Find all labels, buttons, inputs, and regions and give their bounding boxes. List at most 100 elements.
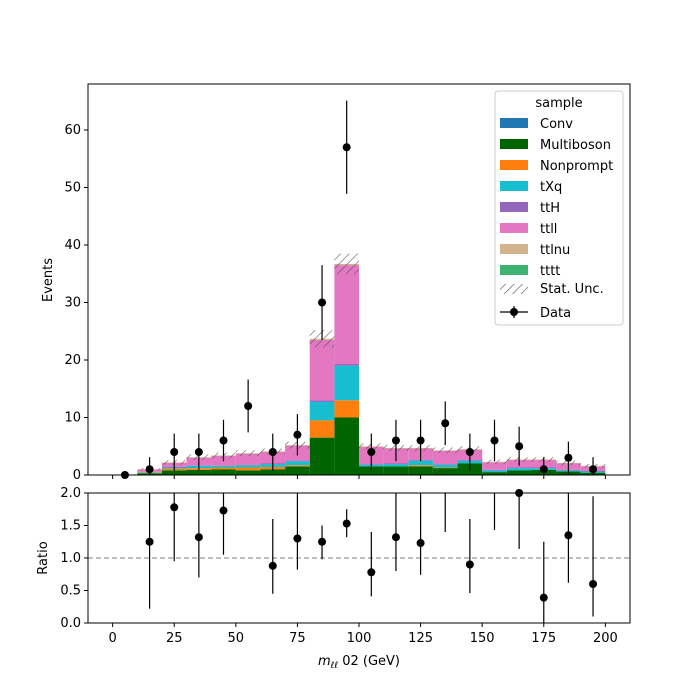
legend-label-tth: ttH bbox=[540, 201, 560, 216]
xtick-label-75: 75 bbox=[289, 631, 306, 646]
bar-tth-16 bbox=[506, 467, 532, 469]
ratio-point-8 bbox=[367, 568, 376, 577]
legend-swatch-tttt bbox=[500, 265, 528, 275]
xtick-label-200: 200 bbox=[593, 631, 618, 646]
bar-tth-15 bbox=[482, 469, 507, 471]
data-point-4 bbox=[219, 436, 228, 445]
legend-label-multiboson: Multiboson bbox=[540, 138, 611, 153]
x-axis-label-var: m bbox=[318, 654, 331, 669]
legend-title: sample bbox=[535, 96, 582, 111]
ratio-points bbox=[145, 489, 598, 623]
data-point-18 bbox=[564, 453, 573, 462]
legend-swatch-txq bbox=[500, 181, 528, 191]
bar-nonprompt-12 bbox=[408, 465, 433, 467]
bar-multiboson-7 bbox=[285, 466, 310, 475]
ratio-point-17 bbox=[589, 580, 598, 588]
legend-stat-unc-swatch bbox=[500, 284, 528, 294]
bar-ttll-9 bbox=[334, 265, 359, 365]
ratio-y-axis-label: Ratio bbox=[36, 541, 51, 574]
main-ytick-label-30: 30 bbox=[64, 296, 81, 311]
legend[interactable]: sample Conv Multiboson Nonprompt tXq ttH ttll… bbox=[494, 90, 624, 326]
bar-multiboson-11 bbox=[383, 466, 409, 475]
legend-label-tttt: tttt bbox=[540, 264, 560, 279]
main-ytick-label-20: 20 bbox=[64, 353, 81, 368]
data-point-5 bbox=[244, 402, 253, 410]
ratio-ytick-label-2: 2.0 bbox=[60, 486, 81, 501]
data-point-1 bbox=[145, 465, 154, 474]
bar-multiboson-5 bbox=[235, 470, 261, 475]
data-point-11 bbox=[391, 436, 400, 445]
stat-unc-9 bbox=[334, 253, 359, 275]
data-point-14 bbox=[465, 448, 474, 456]
legend-label-ttll: ttll bbox=[540, 222, 557, 237]
bar-multiboson-12 bbox=[408, 466, 433, 475]
data-point-15 bbox=[490, 436, 499, 445]
bar-multiboson-9 bbox=[334, 417, 359, 475]
data-point-13 bbox=[441, 419, 450, 428]
bar-nonprompt-5 bbox=[235, 467, 261, 471]
ratio-y-axis: 0.0 0.5 1.0 1.5 2.0 bbox=[60, 486, 88, 631]
main-ytick-label-10: 10 bbox=[64, 411, 81, 426]
x-axis-label: mℓℓ 02 (GeV) bbox=[318, 654, 400, 671]
xtick-label-125: 125 bbox=[408, 631, 433, 646]
legend-swatch-ttll bbox=[500, 223, 528, 233]
main-ytick-label-50: 50 bbox=[64, 181, 81, 196]
main-x-ticks bbox=[112, 475, 606, 479]
ratio-panel: 0.0 0.5 1.0 1.5 2.0 0 25 50 75 100 125 150 175 200 R… bbox=[36, 486, 631, 671]
data-point-7 bbox=[293, 430, 302, 439]
ratio-point-3 bbox=[219, 506, 228, 515]
bar-multiboson-6 bbox=[260, 469, 286, 475]
bar-multiboson-15 bbox=[482, 472, 507, 475]
bar-multiboson-4 bbox=[211, 469, 236, 475]
legend-label-txq: tXq bbox=[540, 180, 562, 195]
xtick-label-50: 50 bbox=[228, 631, 245, 646]
data-points bbox=[120, 100, 598, 479]
legend-label-ttlnu: ttlnu bbox=[540, 243, 570, 258]
data-point-10 bbox=[367, 448, 376, 456]
x-axis-label-rest: 02 (GeV) bbox=[338, 654, 400, 669]
bar-txq-5 bbox=[235, 465, 261, 468]
ratio-point-10 bbox=[416, 539, 425, 548]
bar-multiboson-10 bbox=[359, 466, 384, 475]
bar-ttll-5 bbox=[235, 453, 261, 465]
data-point-3 bbox=[194, 448, 203, 456]
legend-swatch-tth bbox=[500, 202, 528, 212]
main-ytick-label-60: 60 bbox=[64, 123, 81, 138]
bar-multiboson-3 bbox=[186, 469, 212, 475]
ratio-point-7 bbox=[342, 519, 351, 528]
data-point-12 bbox=[416, 436, 425, 445]
bar-multiboson-16 bbox=[506, 470, 532, 475]
x-axis-label-subscript: ℓℓ bbox=[330, 661, 338, 671]
bar-tth-5 bbox=[235, 464, 261, 466]
main-ytick-label-40: 40 bbox=[64, 238, 81, 253]
ratio-point-9 bbox=[391, 533, 400, 542]
bar-txq-7 bbox=[285, 461, 310, 466]
legend-label-conv: Conv bbox=[540, 117, 573, 132]
legend-label-nonprompt: Nonprompt bbox=[540, 159, 613, 174]
ratio-ytick-label-1.5: 1.5 bbox=[60, 519, 81, 534]
data-point-6 bbox=[268, 448, 277, 456]
legend-data-label: Data bbox=[540, 306, 571, 321]
data-point-16 bbox=[515, 442, 524, 451]
legend-items: Conv Multiboson Nonprompt tXq ttH ttll ttlnu tt… bbox=[500, 117, 613, 279]
bar-nonprompt-7 bbox=[285, 465, 310, 467]
legend-swatch-ttlnu bbox=[500, 244, 528, 254]
ratio-point-5 bbox=[293, 534, 302, 543]
ratio-point-2 bbox=[194, 533, 203, 542]
xtick-label-25: 25 bbox=[166, 631, 183, 646]
bar-nonprompt-8 bbox=[309, 420, 335, 438]
data-point-19 bbox=[589, 465, 598, 474]
bar-tth-9 bbox=[334, 364, 359, 366]
main-y-axis-label: Events bbox=[41, 258, 56, 302]
xtick-label-175: 175 bbox=[531, 631, 556, 646]
data-point-17 bbox=[539, 465, 548, 474]
legend-swatch-conv bbox=[500, 118, 528, 128]
xtick-label-150: 150 bbox=[470, 631, 495, 646]
bar-txq-13 bbox=[432, 464, 458, 468]
bar-txq-12 bbox=[408, 460, 433, 466]
stat-unc-15 bbox=[482, 459, 507, 465]
ratio-point-1 bbox=[170, 503, 179, 512]
ratio-ytick-label-1: 1.0 bbox=[60, 551, 81, 566]
ratio-point-0 bbox=[145, 537, 154, 546]
